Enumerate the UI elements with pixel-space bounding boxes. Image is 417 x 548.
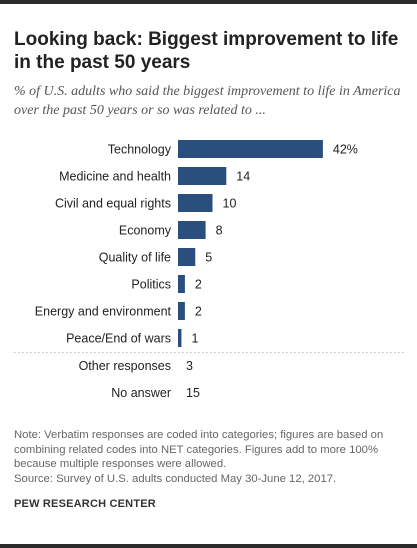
top-rule xyxy=(0,0,417,4)
footnote: Note: Verbatim responses are coded into … xyxy=(14,429,384,471)
source-note: Source: Survey of U.S. adults conducted … xyxy=(14,473,337,485)
bar xyxy=(178,302,185,320)
value-label: 42% xyxy=(333,143,358,157)
category-label: Politics xyxy=(131,278,171,292)
bar-chart: Technology 42% Medicine and health 14 Civil … xyxy=(14,140,406,400)
extra-row-label: No answer xyxy=(111,386,171,400)
value-label: 2 xyxy=(195,278,202,292)
chart-title: Looking back: Biggest improvement to lif… xyxy=(14,29,399,73)
bar xyxy=(178,248,196,266)
category-label: Civil and equal rights xyxy=(55,197,171,211)
bar xyxy=(178,140,323,158)
bottom-rule xyxy=(0,544,417,548)
category-label: Energy and environment xyxy=(35,305,172,319)
category-label: Medicine and health xyxy=(59,170,171,184)
bars-group: Technology 42% Medicine and health 14 Civil … xyxy=(14,140,406,400)
value-label: 10 xyxy=(223,197,237,211)
bar xyxy=(178,329,182,347)
organization-label: PEW RESEARCH CENTER xyxy=(14,498,156,510)
category-label: Quality of life xyxy=(99,251,171,265)
chart-subtitle: % of U.S. adults who said the biggest im… xyxy=(14,84,401,118)
value-label: 14 xyxy=(236,170,250,184)
extra-row-label: Other responses xyxy=(79,359,171,373)
category-label: Technology xyxy=(108,143,172,157)
bar xyxy=(178,221,206,239)
value-label: 8 xyxy=(216,224,223,238)
category-label: Peace/End of wars xyxy=(66,332,171,346)
extra-row-value: 3 xyxy=(186,359,193,373)
extra-row-value: 15 xyxy=(186,386,200,400)
bar xyxy=(178,275,185,293)
bar xyxy=(178,194,213,212)
value-label: 5 xyxy=(205,251,212,265)
value-label: 2 xyxy=(195,305,202,319)
category-label: Economy xyxy=(119,224,172,238)
bar xyxy=(178,167,227,185)
value-label: 1 xyxy=(191,332,198,346)
